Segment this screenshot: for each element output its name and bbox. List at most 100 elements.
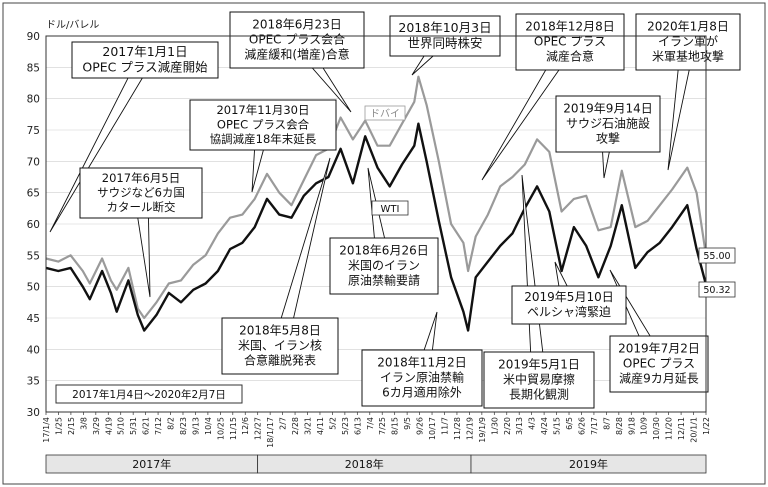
year-bands: 2017年 2018年 2019年	[45, 454, 707, 474]
x-tick-label: 9/5	[403, 417, 412, 430]
annotation-text: 米国のイラン	[348, 259, 420, 273]
annotation-text: 減産9カ月延長	[619, 371, 699, 386]
y-tick-label: 90	[27, 31, 40, 43]
annotation-box	[361, 349, 483, 407]
x-tick-label: 5/31	[129, 417, 138, 435]
y-axis-unit-label: ドル/バレル	[46, 19, 99, 31]
dubai-series-label: ドバイ	[370, 108, 400, 120]
annotation-text: OPEC プラス	[623, 357, 695, 371]
y-tick-label: 35	[27, 376, 40, 388]
x-tick-label: 12/11	[677, 417, 686, 440]
wti-line	[45, 122, 708, 332]
x-tick-label: 5/2	[328, 417, 337, 430]
y-axis-ticks: 30 35 40 45 50 55 60 65 70 75 80 85 90	[27, 31, 40, 419]
x-tick-label: 4/19	[104, 417, 113, 435]
x-tick-label: 7/4	[366, 417, 375, 430]
annotation-box	[189, 99, 337, 151]
annotation-box	[221, 317, 339, 375]
series-label-box	[371, 200, 409, 216]
y-tick-label: 75	[27, 125, 40, 137]
x-tick-label: 2/20	[503, 417, 512, 435]
wti-end-value: 50.32	[703, 285, 730, 296]
annotation-text: カタール断交	[107, 200, 176, 214]
annotation-text: OPEC プラス会合	[249, 32, 345, 47]
annotation-text: ペルシャ湾緊迫	[527, 304, 611, 319]
y-tick-label: 50	[27, 282, 40, 294]
x-tick-label: 6/5	[565, 417, 574, 430]
annotation-box	[555, 95, 661, 153]
x-tick-label: 1/30	[490, 417, 499, 435]
annotation-text: イラン軍が	[658, 34, 718, 49]
x-tick-label: 11/28	[453, 417, 462, 440]
plot-frame	[45, 35, 707, 413]
x-tick-label: 5/10	[117, 417, 126, 435]
annotation-text: OPEC プラス減産開始	[82, 60, 208, 75]
dubai-end-value: 55.00	[703, 251, 730, 262]
x-tick-label: 10/30	[652, 417, 661, 440]
annotation-box	[635, 13, 741, 71]
annotation-text: 2019年7月2日	[618, 342, 700, 356]
x-tick-label: 8/15	[391, 417, 400, 435]
x-tick-label: 19/1/9	[478, 417, 487, 443]
x-tick-label: 7/25	[378, 417, 387, 435]
x-tick-label: 6/26	[577, 417, 586, 435]
x-tick-label: 18/1/17	[266, 417, 275, 448]
x-axis-ticks: 17/1/4 1/25 2/15 3/8 3/29 4/19 5/10 5/31 6/21 7/1…	[42, 412, 711, 448]
annotation-text: 2020年1月8日	[647, 20, 729, 34]
year-label: 2018年	[345, 457, 384, 471]
annotation-text: 減産合意	[546, 49, 594, 64]
x-tick-label: 4/24	[540, 417, 549, 435]
x-tick-label: 7/17	[590, 417, 599, 435]
x-tick-label: 5/23	[341, 417, 350, 435]
x-tick-label: 20/1/1	[690, 417, 699, 443]
x-tick-label: 11/15	[229, 417, 238, 440]
annotation-text: 2018年6月23日	[252, 18, 341, 32]
x-tick-label: 2/28	[291, 417, 300, 435]
y-tick-label: 65	[27, 188, 40, 200]
annotation-box	[515, 13, 625, 71]
x-tick-label: 11/20	[665, 417, 674, 440]
annotation-box	[483, 351, 595, 409]
annotation-text: 米軍基地攻撃	[652, 49, 724, 64]
year-label: 2019年	[569, 457, 608, 471]
y-tick-label: 55	[27, 250, 40, 262]
x-tick-label: 2/15	[67, 417, 76, 435]
y-tick-label: 45	[27, 313, 40, 325]
annotation-text: 減産緩和(増産)合意	[244, 47, 349, 62]
annotation-box	[329, 237, 439, 295]
y-tick-label: 85	[27, 62, 40, 74]
annotation-text: 2017年6月5日	[102, 171, 180, 185]
date-range-note: 2017年1月4日～2020年2月7日	[72, 388, 226, 401]
x-tick-label: 7/12	[154, 417, 163, 435]
annotation-text: 2018年12月8日	[525, 20, 614, 34]
x-tick-label: 8/2	[167, 417, 176, 430]
x-tick-label: 6/21	[142, 417, 151, 435]
date-range-box	[55, 384, 243, 404]
x-tick-label: 4/11	[316, 417, 325, 435]
annotation-box	[71, 41, 219, 79]
x-tick-label: 3/21	[304, 417, 313, 435]
y-tick-label: 60	[27, 219, 40, 231]
x-tick-label: 3/13	[515, 417, 524, 435]
y-tick-label: 80	[27, 94, 40, 106]
x-tick-label: 3/8	[79, 417, 88, 430]
x-tick-label: 1/22	[702, 417, 711, 435]
y-tick-label: 40	[27, 344, 40, 356]
annotation-text: 2019年5月1日	[498, 358, 580, 372]
annotation-text: 2019年5月10日	[524, 290, 613, 304]
y-tick-label: 30	[27, 407, 40, 419]
x-tick-label: 3/29	[92, 417, 101, 435]
annotation-box	[609, 335, 709, 393]
series-label-box	[364, 105, 406, 121]
annotation-text: サウジなど6カ国	[97, 185, 185, 199]
annotation-text: 原油禁輸要請	[348, 273, 420, 288]
x-tick-label: 10/17	[428, 417, 437, 440]
annotation-text: 米国、イラン核	[238, 339, 322, 353]
annotation-text: 世界同時株安	[407, 36, 482, 51]
x-tick-label: 8/28	[615, 417, 624, 435]
annotation-text: 2019年9月14日	[563, 102, 652, 116]
annotation-box	[79, 167, 203, 219]
x-tick-label: 8/7	[602, 417, 611, 430]
series-end-labels: 55.00 50.32	[698, 247, 736, 298]
